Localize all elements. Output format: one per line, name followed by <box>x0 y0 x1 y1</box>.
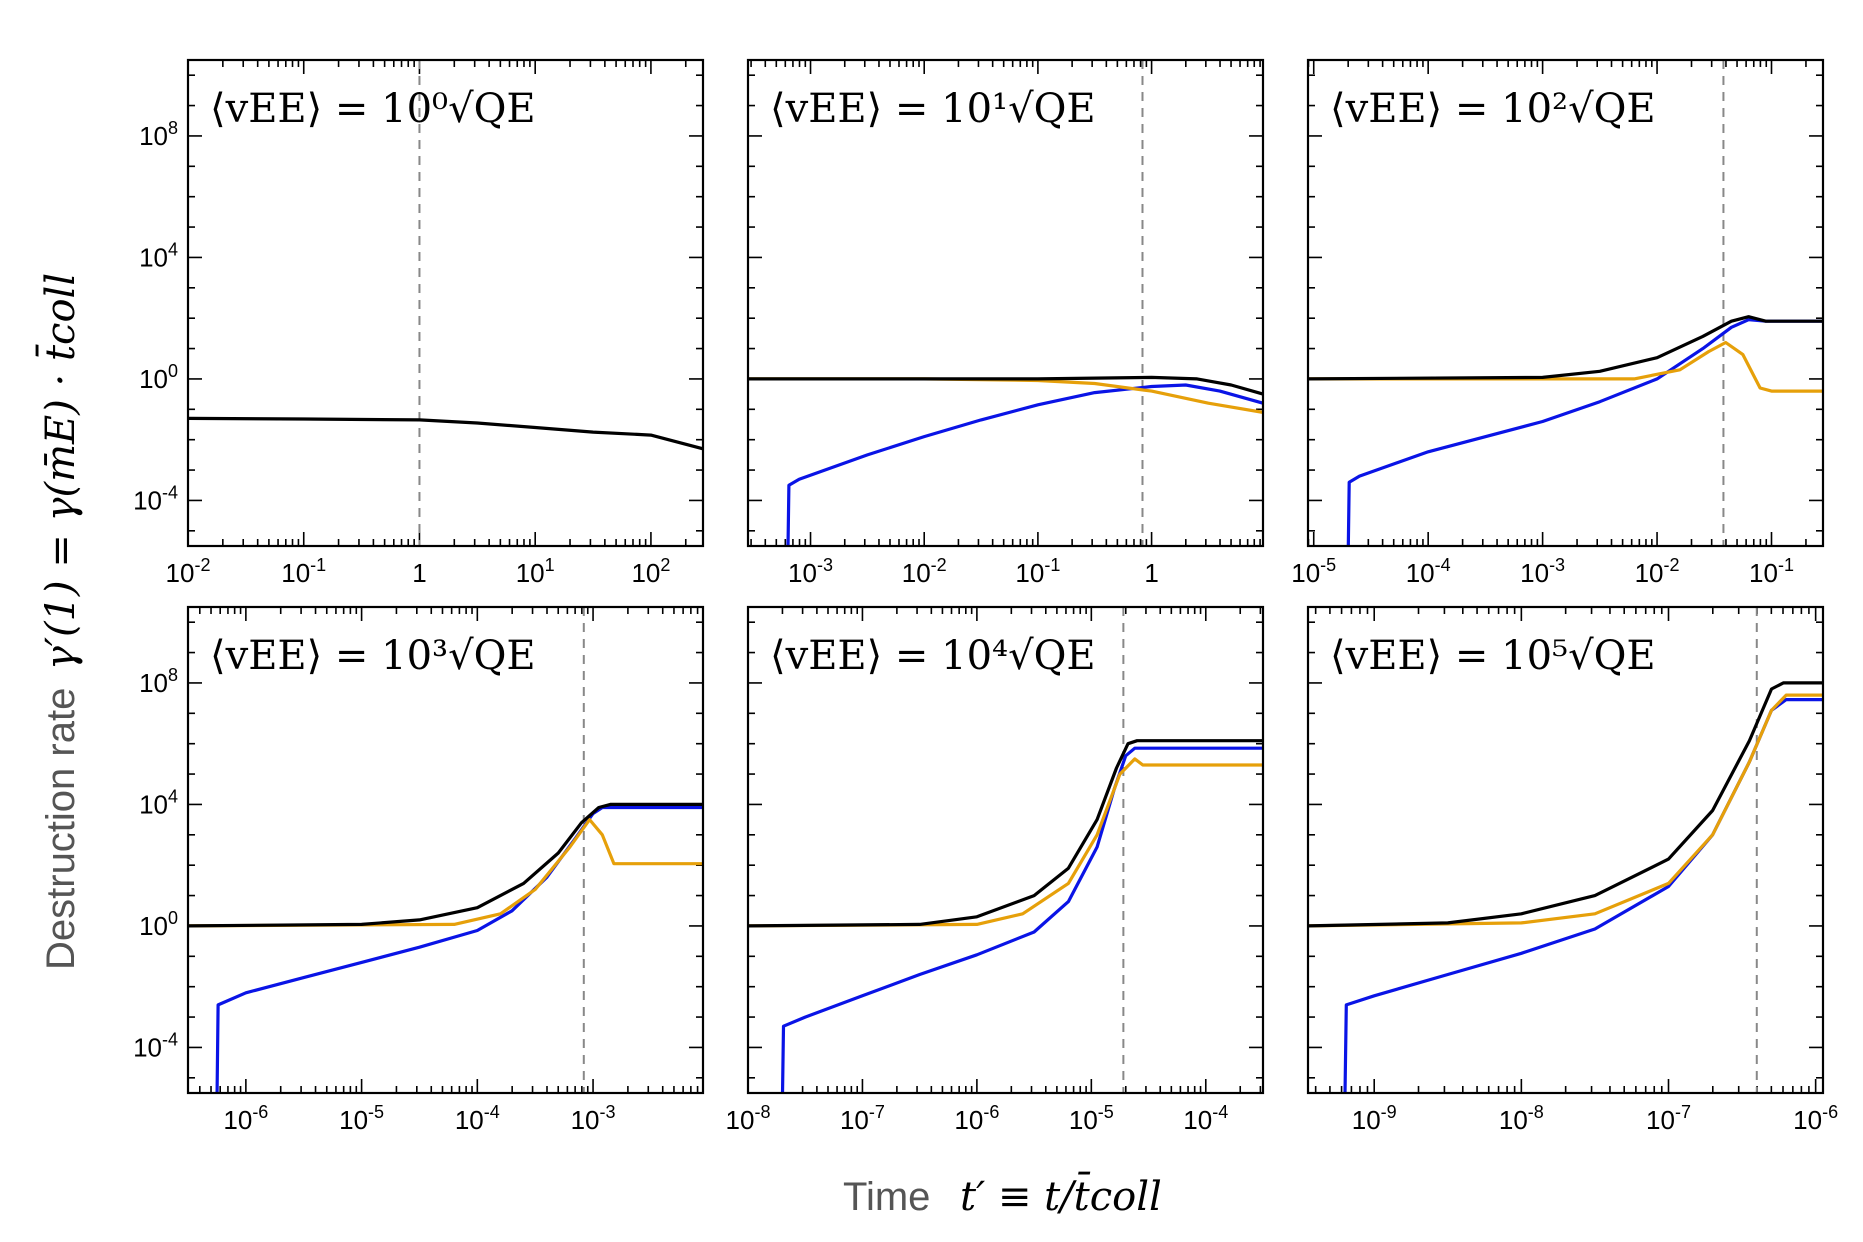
series-line-total <box>1308 681 1823 928</box>
y-axis-label-prefix: Destruction rate <box>39 688 83 970</box>
chart-panel-2: 10-3 10-2 10-1 1 ⟨vEE⟩ = 10¹√QE <box>746 58 1265 588</box>
x-tick-label: 10-9 <box>1352 1102 1397 1135</box>
y-tick-label: 10-4 <box>133 482 178 515</box>
series-line-blue <box>786 383 1263 546</box>
chart-panel-3: 10-5 10-4 10-3 10-2 10-1 ⟨vEE⟩ = 10²√QE <box>1291 58 1825 588</box>
panel-frame <box>746 605 1265 1095</box>
panel-title: ⟨vEE⟩ = 10²√QE <box>1330 86 1656 132</box>
x-tick-label: 10-3 <box>571 1102 616 1135</box>
y-tick-label: 108 <box>139 118 178 151</box>
y-axis-label: Destruction rate γ′(1) = γ(m̄E) · t̄coll <box>35 273 84 970</box>
x-tick-label: 10-4 <box>1406 555 1451 588</box>
x-tick-label: 10-6 <box>954 1102 999 1135</box>
series-line-orange <box>188 818 703 928</box>
x-tick-label: 10-8 <box>726 1102 771 1135</box>
x-axis-label-prefix: Time <box>843 1175 930 1219</box>
x-tick-label: 10-8 <box>1499 1102 1544 1135</box>
series-line-blue <box>1346 318 1823 546</box>
x-tick-label: 10-1 <box>1749 555 1794 588</box>
y-tick-label: 108 <box>139 665 178 698</box>
panel-frame <box>1306 58 1825 548</box>
series-line-total <box>748 375 1263 396</box>
panel-title: ⟨vEE⟩ = 10⁰√QE <box>210 86 536 132</box>
chart-panel-4: 100 104 108 10-4 10-6 10-5 10-4 10-3 ⟨vEE⟩ = 10³… <box>133 605 705 1135</box>
series-line-total <box>1308 315 1823 381</box>
x-tick-label: 101 <box>516 555 555 588</box>
panel-title: ⟨vEE⟩ = 10¹√QE <box>770 86 1096 132</box>
y-axis-label-math: γ′(1) = γ(m̄E) · t̄coll <box>35 273 84 670</box>
x-tick-label: 10-1 <box>281 555 326 588</box>
chart-panel-1: 100 104 108 10-4 10-2 10-1 1 101 102 ⟨vEE⟩ = 10⁰√… <box>133 58 705 588</box>
x-tick-label: 10-7 <box>1646 1102 1691 1135</box>
series-line-orange <box>1308 340 1823 393</box>
series-line-blue <box>215 805 703 1093</box>
x-tick-label: 10-7 <box>840 1102 885 1135</box>
x-tick-label: 10-6 <box>1793 1102 1838 1135</box>
y-tick-label: 10-4 <box>133 1029 178 1062</box>
panel-frame <box>1306 605 1825 1095</box>
y-tick-label: 104 <box>139 786 178 819</box>
x-tick-label: 10-5 <box>1291 555 1336 588</box>
y-tick-label: 100 <box>139 361 178 394</box>
y-tick-label: 104 <box>139 239 178 272</box>
panel-title: ⟨vEE⟩ = 10⁴√QE <box>770 633 1096 679</box>
x-tick-label: 10-5 <box>339 1102 384 1135</box>
x-tick-label: 10-2 <box>902 555 947 588</box>
x-tick-label: 10-6 <box>223 1102 268 1135</box>
x-tick-label: 10-1 <box>1015 555 1060 588</box>
series-line-orange <box>748 757 1263 928</box>
panel-frame <box>186 58 705 548</box>
series-line-blue <box>780 746 1263 1093</box>
x-tick-label: 1 <box>412 558 426 588</box>
x-axis-label-math: t′ ≡ t/t̄coll <box>960 1171 1162 1220</box>
series-line-blue <box>1343 698 1823 1093</box>
chart-panel-5: 10-8 10-7 10-6 10-5 10-4 ⟨vEE⟩ = 10⁴√QE <box>726 605 1265 1135</box>
x-tick-label: 10-2 <box>166 555 211 588</box>
series-line-orange <box>1308 693 1823 928</box>
panels: 100 104 108 10-4 10-2 10-1 1 101 102 ⟨vEE⟩ = 10⁰√… <box>133 58 1838 1135</box>
x-axis-label: Time t′ ≡ t/t̄coll <box>843 1171 1162 1220</box>
y-tick-label: 100 <box>139 908 178 941</box>
panel-frame <box>186 605 705 1095</box>
series-line-total <box>188 416 703 451</box>
series-line-total <box>188 802 703 928</box>
series-line-total <box>748 739 1263 928</box>
panel-title: ⟨vEE⟩ = 10⁵√QE <box>1330 633 1656 679</box>
x-tick-label: 1 <box>1144 558 1158 588</box>
x-tick-label: 102 <box>631 555 670 588</box>
x-tick-label: 10-2 <box>1635 555 1680 588</box>
chart-panel-6: 10-9 10-8 10-7 10-6 ⟨vEE⟩ = 10⁵√QE <box>1306 605 1838 1135</box>
x-tick-label: 10-3 <box>1520 555 1565 588</box>
x-tick-label: 10-4 <box>1183 1102 1228 1135</box>
x-tick-label: 10-3 <box>788 555 833 588</box>
panel-frame <box>746 58 1265 548</box>
x-tick-label: 10-4 <box>455 1102 500 1135</box>
x-tick-label: 10-5 <box>1069 1102 1114 1135</box>
panel-title: ⟨vEE⟩ = 10³√QE <box>210 633 536 679</box>
